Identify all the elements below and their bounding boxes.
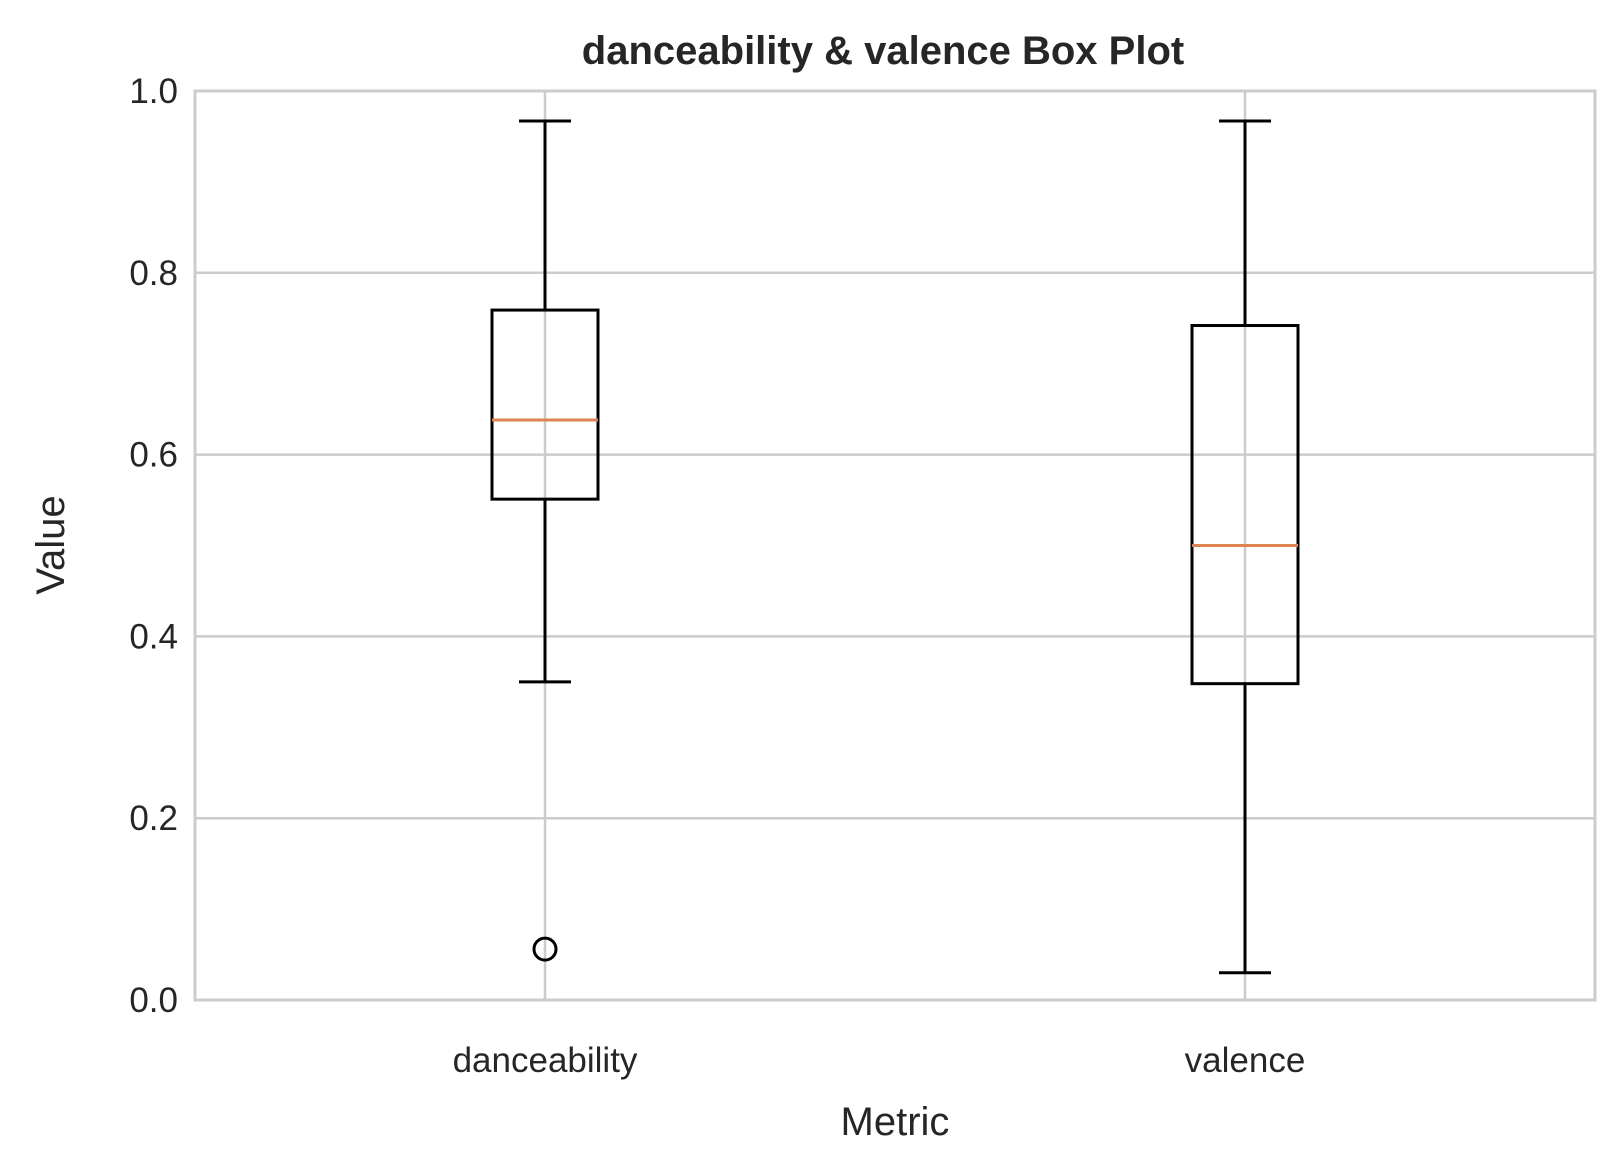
box-valence [1190,119,1300,975]
x-tick-labels: danceability valence [453,1041,1306,1080]
gridlines [195,89,1595,1002]
y-tick-label: 0.4 [129,617,178,656]
iqr-box [490,308,600,501]
y-tick-labels: 0.0 0.2 0.4 0.6 0.8 1.0 [129,72,178,1020]
x-tick-label: valence [1185,1041,1306,1080]
plot-area [490,119,1300,975]
outlier-point [532,936,558,962]
y-tick-label: 0.0 [129,981,178,1020]
chart-title: danceability & valence Box Plot [582,29,1184,73]
iqr-box [1190,324,1300,686]
y-tick-label: 1.0 [129,72,178,111]
x-axis-label: Metric [841,1100,950,1144]
axes-frame [193,89,1597,1002]
y-tick-label: 0.6 [129,436,178,475]
y-axis-label: Value [29,495,73,594]
box-danceability [490,119,600,962]
y-tick-label: 0.8 [129,254,178,293]
y-tick-label: 0.2 [129,799,178,838]
x-tick-label: danceability [453,1041,638,1080]
